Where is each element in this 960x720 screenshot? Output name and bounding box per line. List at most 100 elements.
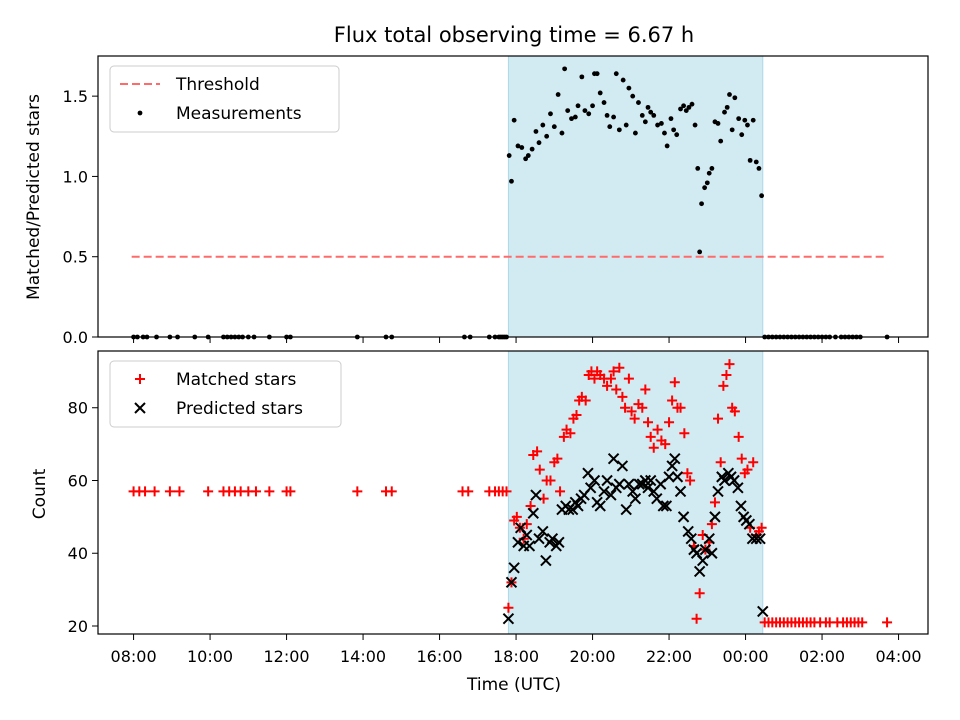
- measurement-point: [686, 104, 692, 110]
- bottom-panel: 20 40 60 80 08:00 10:00 12:00 14:00 16:00 18:00 20…: [68, 350, 929, 666]
- x-tick-label: 00:00: [722, 647, 768, 666]
- matched-stars-point: [643, 417, 654, 428]
- matched-stars-point: [608, 366, 619, 377]
- measurement-point: [590, 103, 595, 109]
- measurement-point: [651, 113, 657, 118]
- predicted-stars-point: [505, 576, 518, 589]
- series-measurements: [131, 66, 890, 340]
- measurement-point: [533, 129, 539, 134]
- predicted-stars-point: [588, 474, 601, 487]
- matched-stars-point: [605, 373, 616, 384]
- matched-stars-point: [629, 413, 640, 424]
- measurement-point: [559, 130, 565, 136]
- y-tick-label: 1.0: [63, 167, 88, 186]
- bottom-y-axis-label: Count: [30, 468, 50, 519]
- matched-stars-point: [174, 486, 185, 497]
- matched-stars-point: [552, 453, 563, 464]
- matched-stars-point: [709, 497, 720, 508]
- measurement-point: [586, 111, 592, 117]
- matched-stars-point: [545, 475, 556, 486]
- matched-stars-point: [623, 373, 634, 384]
- legend-label: Predicted stars: [176, 399, 303, 419]
- matched-stars-point: [660, 439, 671, 450]
- matched-stars-point: [611, 384, 622, 395]
- matched-stars-point: [648, 442, 659, 453]
- predicted-stars-point: [530, 489, 542, 501]
- measurement-point: [709, 166, 715, 171]
- predicted-stars-point: [537, 525, 549, 538]
- y-tick-label: 0.0: [63, 328, 88, 347]
- matched-stars-point: [589, 373, 600, 384]
- measurement-point: [569, 116, 574, 122]
- matched-stars-point: [571, 410, 582, 421]
- matched-stars-point: [679, 428, 690, 439]
- measurement-point: [509, 178, 514, 184]
- x-tick-label: 22:00: [646, 647, 692, 666]
- matched-stars-point: [534, 464, 545, 475]
- matched-stars-point: [640, 384, 651, 395]
- measurement-point: [704, 180, 710, 186]
- predicted-stars-point: [709, 511, 721, 523]
- measurement-point: [747, 157, 753, 163]
- measurement-point: [639, 113, 645, 118]
- matched-stars-point: [685, 475, 696, 486]
- x-axis-label: Time (UTC): [466, 675, 561, 695]
- matched-stars-point: [756, 522, 767, 533]
- matched-stars-point: [463, 486, 474, 497]
- predicted-stars-point: [607, 452, 620, 465]
- matched-stars-point: [637, 402, 648, 413]
- measurement-point: [562, 66, 568, 72]
- measurement-point: [540, 122, 546, 128]
- measurement-point: [642, 119, 648, 125]
- y-tick-label: 40: [68, 544, 88, 563]
- predicted-stars-point: [697, 554, 709, 567]
- predicted-stars-point: [523, 540, 536, 552]
- measurement-point: [662, 130, 667, 136]
- measurement-point: [579, 74, 585, 80]
- measurement-point: [594, 71, 600, 77]
- matched-stars-point: [503, 602, 514, 613]
- matched-stars-point: [713, 413, 724, 424]
- measurement-point: [548, 111, 553, 117]
- predicted-stars-point: [660, 500, 673, 512]
- legend-matched-swatch: [135, 374, 145, 384]
- predicted-stars-point: [508, 562, 520, 574]
- measurement-point: [671, 127, 677, 133]
- matched-stars-point: [669, 377, 680, 388]
- predicted-stars-point: [601, 474, 613, 487]
- matched-stars-point: [203, 486, 214, 497]
- chart-title: Flux total observing time = 6.67 h: [334, 23, 694, 47]
- measurement-point: [674, 132, 680, 138]
- predicted-stars-point: [754, 532, 766, 545]
- predicted-stars-point: [633, 478, 645, 490]
- predicted-stars-point: [693, 565, 706, 578]
- x-tick-label: 10:00: [187, 647, 233, 666]
- predicted-stars-point: [623, 478, 635, 490]
- matched-stars-point: [617, 391, 628, 402]
- matched-stars-point: [691, 613, 702, 624]
- measurement-point: [706, 170, 712, 176]
- measurement-point: [607, 124, 613, 130]
- predicted-stars-point: [629, 492, 642, 505]
- measurement-point: [759, 193, 765, 199]
- measurement-point: [659, 121, 664, 126]
- matched-stars-point: [718, 380, 729, 391]
- matched-stars-point: [626, 406, 637, 417]
- matched-stars-point: [742, 464, 753, 475]
- x-tick-label: 18:00: [493, 647, 539, 666]
- matched-stars-point: [532, 446, 543, 457]
- measurement-point: [529, 146, 535, 152]
- legend-label: Measurements: [176, 104, 302, 124]
- measurement-point: [632, 130, 638, 136]
- measurement-point: [626, 85, 632, 91]
- measurement-point: [715, 121, 721, 126]
- measurement-point: [506, 153, 512, 158]
- observing-interval-shade: [507, 350, 764, 635]
- matched-stars-point: [149, 486, 160, 497]
- predicted-stars-point: [732, 482, 744, 494]
- predicted-stars-point: [521, 529, 533, 541]
- measurement-point: [519, 145, 525, 150]
- legend: Matched stars Predicted stars: [109, 360, 342, 428]
- measurement-point: [742, 117, 748, 123]
